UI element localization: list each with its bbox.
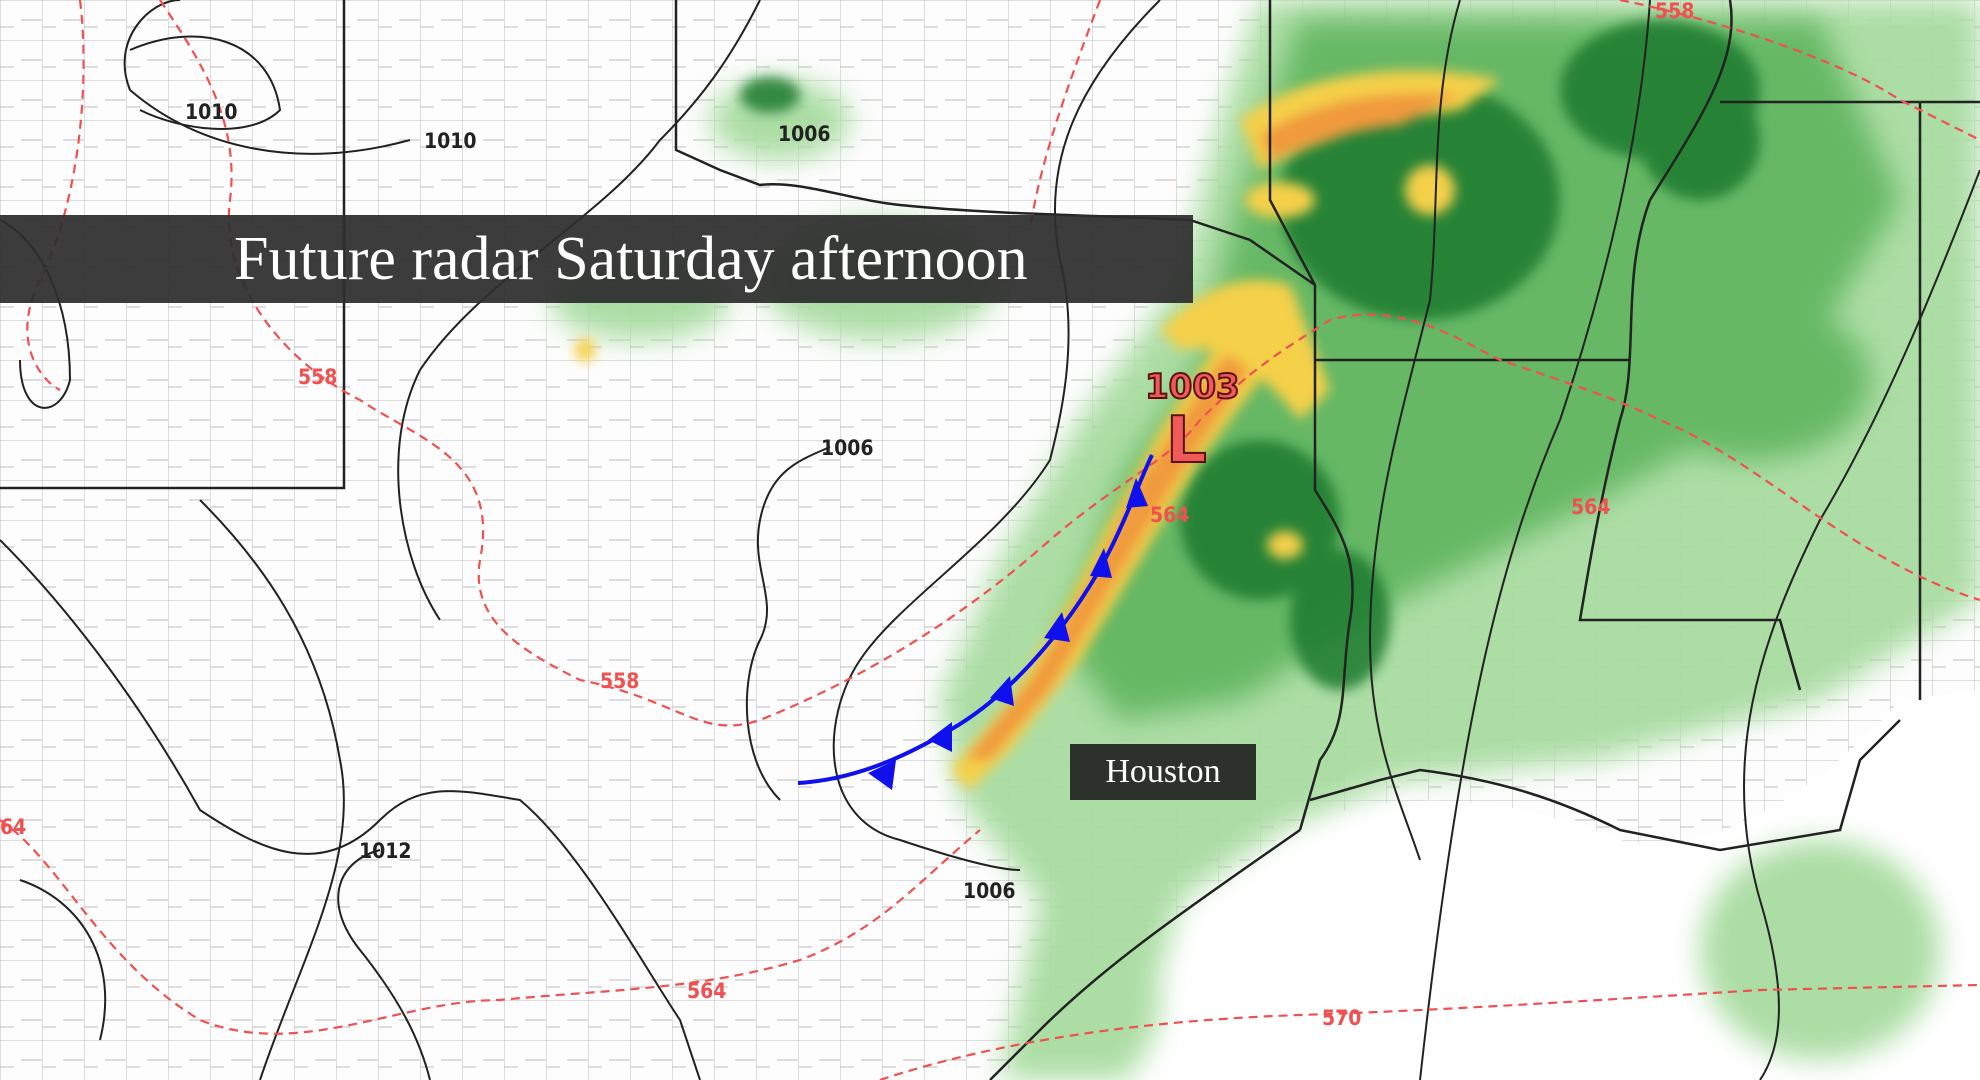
thickness-label: 558 bbox=[298, 365, 337, 389]
radar-precip-intense bbox=[575, 70, 1500, 790]
isobar-label: 1006 bbox=[963, 879, 1016, 903]
title-banner bbox=[0, 215, 1193, 303]
isobar-label: 1012 bbox=[359, 839, 412, 863]
low-pressure-symbol: L bbox=[1166, 404, 1207, 478]
thickness-label: 570 bbox=[1322, 1006, 1361, 1030]
thickness-labels: 558 558 558 564 564 564 570 64 bbox=[0, 0, 1694, 1030]
thickness-label: 558 bbox=[1655, 0, 1694, 23]
isobar-label: 1006 bbox=[821, 436, 874, 460]
map-title: Future radar Saturday afternoon bbox=[234, 225, 1028, 293]
city-label-houston: Houston bbox=[1070, 744, 1256, 800]
isobar-label: 1010 bbox=[185, 100, 238, 124]
low-pressure-center: 1003 L bbox=[1144, 366, 1241, 479]
cold-front bbox=[797, 454, 1154, 790]
low-pressure-value: 1003 bbox=[1145, 367, 1240, 407]
isobar-labels: 1010 1010 1006 1006 1006 1012 bbox=[185, 100, 1016, 903]
thickness-label: 558 bbox=[600, 669, 639, 693]
thickness-label: 564 bbox=[1571, 495, 1610, 519]
isobar-label: 1010 bbox=[424, 129, 477, 153]
thickness-label: 564 bbox=[687, 979, 726, 1003]
thickness-label: 64 bbox=[0, 815, 26, 839]
isobar-label: 1006 bbox=[778, 122, 831, 146]
thickness-label: 564 bbox=[1150, 503, 1189, 527]
